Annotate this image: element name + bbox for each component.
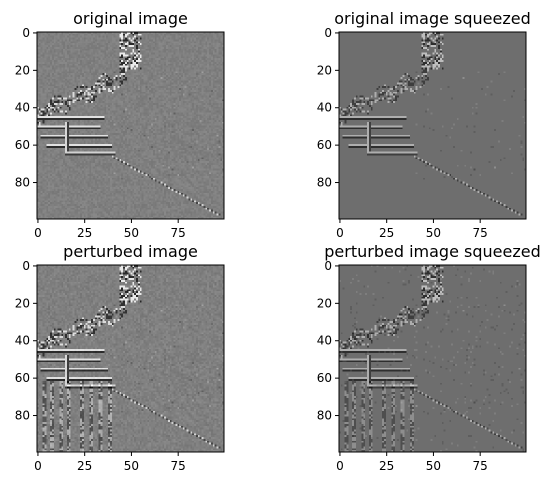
axis-ticks: 0 25 50 75 0 20 40 60 80 — [15, 26, 186, 240]
x-tick-label: 75 — [171, 226, 186, 240]
y-tick-label: 40 — [15, 101, 30, 115]
y-tick-label: 0 — [324, 259, 332, 273]
y-tick-label: 60 — [317, 138, 332, 152]
y-tick-label: 60 — [317, 371, 332, 385]
y-tick-label: 80 — [15, 409, 30, 423]
x-tick-label: 0 — [336, 459, 344, 473]
panel-title: original image squeezed — [334, 9, 531, 28]
image-heatmap — [339, 265, 526, 452]
y-tick-label: 80 — [317, 409, 332, 423]
y-tick-label: 0 — [22, 26, 30, 40]
panel-title: perturbed image squeezed — [324, 242, 540, 261]
axes-frame — [338, 31, 527, 220]
x-tick-label: 75 — [171, 459, 186, 473]
image-frame — [339, 265, 526, 452]
axis-ticks: 0 25 50 75 0 20 40 60 80 — [317, 259, 488, 473]
y-tick-label: 80 — [317, 176, 332, 190]
panel-original-image-squeezed: original image squeezed 0 25 50 75 0 20 40 60 80 — [317, 9, 531, 240]
y-tick-label: 60 — [15, 138, 30, 152]
y-tick-label: 20 — [15, 63, 30, 77]
image-frame — [37, 265, 224, 452]
x-tick-label: 50 — [124, 226, 139, 240]
y-tick-label: 40 — [15, 334, 30, 348]
y-tick-label: 20 — [317, 63, 332, 77]
panel-perturbed-image: perturbed image 0 25 50 75 0 20 40 60 80 — [15, 242, 225, 473]
x-tick-label: 50 — [426, 226, 441, 240]
x-tick-label: 25 — [77, 226, 92, 240]
image-heatmap — [37, 265, 224, 452]
x-tick-label: 75 — [473, 459, 488, 473]
panel-original-image: original image 0 25 50 75 0 20 40 60 80 — [15, 9, 225, 240]
axis-ticks: 0 25 50 75 0 20 40 60 80 — [15, 259, 186, 473]
axes-frame — [36, 31, 225, 220]
y-tick-label: 20 — [317, 296, 332, 310]
x-tick-label: 75 — [473, 226, 488, 240]
axes-frame — [338, 264, 527, 453]
y-tick-label: 0 — [324, 26, 332, 40]
y-tick-label: 40 — [317, 101, 332, 115]
panel-title: perturbed image — [63, 242, 198, 261]
x-tick-label: 25 — [379, 226, 394, 240]
panel-perturbed-image-squeezed: perturbed image squeezed 0 25 50 75 0 20 40 60 8… — [317, 242, 541, 473]
image-frame — [37, 32, 224, 219]
panel-title: original image — [73, 9, 188, 28]
x-tick-label: 0 — [336, 226, 344, 240]
x-tick-label: 0 — [34, 226, 42, 240]
image-frame — [339, 32, 526, 219]
image-heatmap — [339, 32, 526, 219]
x-tick-label: 25 — [379, 459, 394, 473]
y-tick-label: 80 — [15, 176, 30, 190]
image-heatmap — [37, 32, 224, 219]
x-tick-label: 50 — [124, 459, 139, 473]
y-tick-label: 20 — [15, 296, 30, 310]
axis-ticks: 0 25 50 75 0 20 40 60 80 — [317, 26, 488, 240]
x-tick-label: 0 — [34, 459, 42, 473]
y-tick-label: 60 — [15, 371, 30, 385]
x-tick-label: 25 — [77, 459, 92, 473]
x-tick-label: 50 — [426, 459, 441, 473]
y-tick-label: 0 — [22, 259, 30, 273]
y-tick-label: 40 — [317, 334, 332, 348]
axes-frame — [36, 264, 225, 453]
